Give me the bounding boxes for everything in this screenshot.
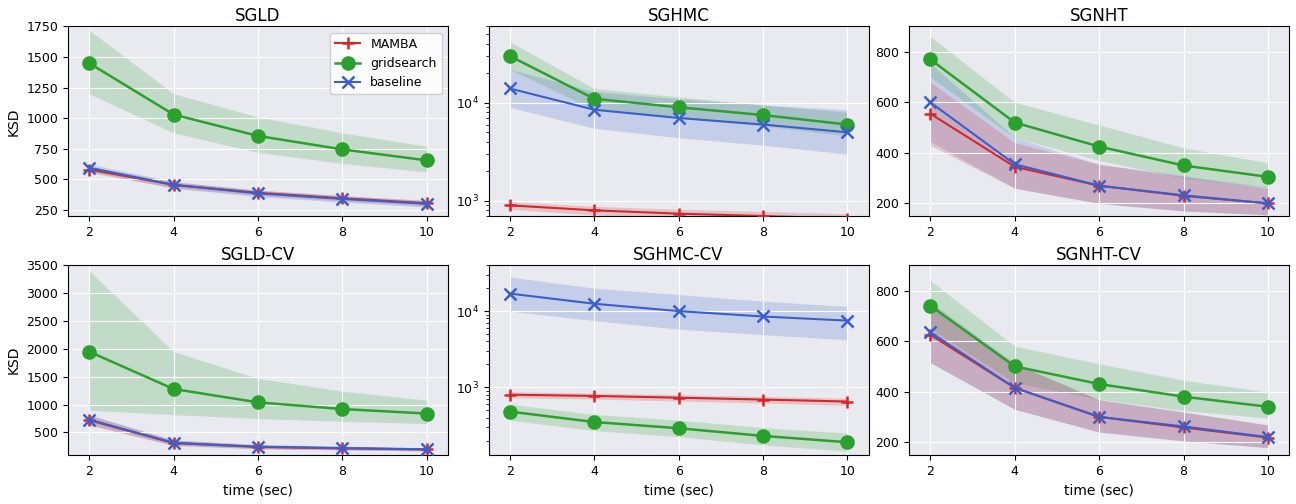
Y-axis label: KSD: KSD [6,107,21,136]
Title: SGNHT: SGNHT [1069,7,1129,25]
X-axis label: time (sec): time (sec) [1064,483,1134,497]
Y-axis label: KSD: KSD [6,346,21,374]
Title: SGLD-CV: SGLD-CV [220,245,295,264]
X-axis label: time (sec): time (sec) [223,483,293,497]
Title: SGHMC-CV: SGHMC-CV [634,245,724,264]
Title: SGLD: SGLD [236,7,281,25]
Title: SGHMC: SGHMC [648,7,709,25]
Legend: MAMBA, gridsearch, baseline: MAMBA, gridsearch, baseline [330,33,442,94]
X-axis label: time (sec): time (sec) [644,483,714,497]
Title: SGNHT-CV: SGNHT-CV [1056,245,1142,264]
